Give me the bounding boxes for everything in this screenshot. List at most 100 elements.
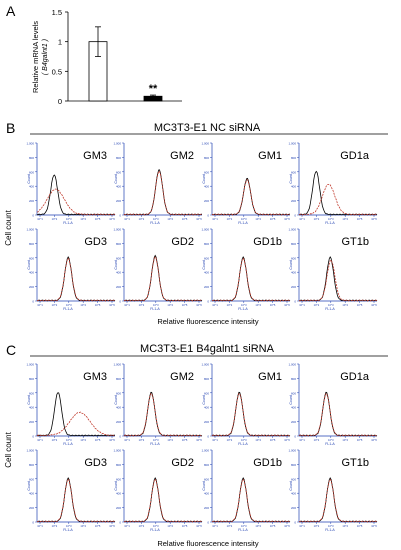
histogram-gd2: 1,000 800 600 400 200 0 Count 10^1 10^2 10^3 10^4 1… (113, 449, 202, 533)
sample-trace (36, 411, 115, 437)
histogram-y-tick-label: 1,000 (288, 228, 296, 232)
sample-trace (123, 393, 203, 437)
histogram-x-tick-label: 10^3 (241, 524, 247, 528)
panel-a-ylabel: Relative mRNA levels (31, 21, 40, 93)
histogram-x-tick-label: 10^2 (227, 438, 233, 442)
histogram-y-tick-label: 600 (116, 256, 121, 260)
control-trace (298, 256, 378, 302)
histogram-y-tick-label: 0 (32, 214, 34, 218)
histogram-y-tick-label: 1,000 (201, 142, 209, 146)
panel-c-grid: 1,000 800 600 400 200 0 Count 10^1 10^2 10^3 10^4 1… (26, 363, 377, 533)
histogram-y-tick-label: 200 (116, 199, 121, 203)
panel-b-histograms: B MC3T3-E1 NC siRNA Cell count Relative … (4, 120, 388, 326)
histogram-y-tick-label: 0 (207, 300, 209, 304)
histogram-x-tick-label: 10^5 (182, 438, 188, 442)
histogram-y-tick-label: 800 (29, 242, 34, 246)
histogram-x-tick-label: 10^2 (139, 524, 145, 528)
control-trace (298, 170, 378, 216)
histogram-y-tick-label: 800 (116, 463, 121, 467)
histogram-x-tick-label: 10^5 (95, 438, 101, 442)
histogram-y-tick-label: 400 (291, 271, 296, 275)
histogram-fl1-label: FL1-A (238, 442, 248, 446)
histogram-x-tick-label: 10^3 (66, 438, 72, 442)
histogram-label: GD2 (171, 236, 194, 248)
histogram-x-tick-label: 10^1 (37, 438, 43, 442)
control-trace (211, 256, 291, 302)
histogram-fl1-label: FL1-A (63, 442, 73, 446)
histogram-y-tick-label: 0 (119, 300, 121, 304)
sample-trace (211, 393, 291, 437)
histogram-count-label: Count (289, 481, 293, 490)
panel-b-letter: B (6, 120, 15, 136)
histogram-fl1-label: FL1-A (150, 221, 160, 225)
histogram-y-tick-label: 600 (29, 477, 34, 481)
histogram-x-tick-label: 10^3 (328, 217, 334, 221)
control-trace (123, 391, 203, 437)
histogram-x-tick-label: 10^2 (314, 217, 320, 221)
sample-trace (298, 478, 378, 523)
histogram-count-label: Count (27, 481, 31, 490)
histogram-x-tick-label: 10^6 (284, 303, 290, 307)
y-tick-label: 0 (58, 97, 62, 106)
histogram-x-tick-label: 10^3 (153, 303, 159, 307)
histogram-x-tick-label: 10^4 (255, 303, 261, 307)
histogram-y-tick-label: 200 (116, 420, 121, 424)
histogram-gm2: 1,000 800 600 400 200 0 Count 10^1 10^2 10^3 10^4 1… (113, 363, 202, 447)
histogram-label: GD2 (171, 457, 194, 469)
histogram-label: GT1b (341, 236, 369, 248)
histogram-x-tick-label: 10^5 (357, 303, 363, 307)
histogram-y-tick-label: 1,000 (201, 228, 209, 232)
histogram-gd2: 1,000 800 600 400 200 0 Count 10^1 10^2 10^3 10^4 1… (113, 228, 202, 312)
histogram-count-label: Count (27, 395, 31, 404)
histogram-y-tick-label: 800 (291, 463, 296, 467)
histogram-count-label: Count (289, 174, 293, 183)
histogram-fl1-label: FL1-A (238, 307, 248, 311)
histogram-count-label: Count (114, 174, 118, 183)
histogram-y-tick-label: 0 (119, 521, 121, 525)
histogram-x-tick-label: 10^4 (255, 438, 261, 442)
histogram-y-tick-label: 400 (291, 492, 296, 496)
sample-trace (211, 257, 291, 302)
histogram-x-tick-label: 10^2 (227, 217, 233, 221)
histogram-y-tick-label: 600 (116, 170, 121, 174)
histogram-label: GD1b (253, 457, 282, 469)
histogram-y-tick-label: 0 (207, 521, 209, 525)
sample-trace (123, 170, 203, 216)
histogram-y-tick-label: 0 (207, 214, 209, 218)
histogram-x-tick-label: 10^4 (80, 438, 86, 442)
histogram-x-tick-label: 10^5 (95, 524, 101, 528)
control-trace (36, 174, 116, 216)
histogram-count-label: Count (27, 174, 31, 183)
histogram-label: GD3 (84, 236, 107, 248)
histogram-y-tick-label: 200 (116, 285, 121, 289)
histogram-x-tick-label: 10^5 (270, 303, 276, 307)
histogram-x-tick-label: 10^1 (212, 217, 218, 221)
histogram-y-tick-label: 600 (116, 477, 121, 481)
histogram-x-tick-label: 10^6 (109, 524, 115, 528)
histogram-y-tick-label: 400 (116, 271, 121, 275)
histogram-x-tick-label: 10^2 (52, 217, 58, 221)
histogram-y-tick-label: 1,000 (201, 449, 209, 453)
histogram-x-tick-label: 10^5 (270, 217, 276, 221)
sample-trace (36, 478, 116, 523)
histogram-x-tick-label: 10^1 (299, 303, 305, 307)
histogram-x-tick-label: 10^6 (371, 217, 377, 221)
histogram-x-tick-label: 10^3 (241, 438, 247, 442)
histogram-count-label: Count (289, 260, 293, 269)
histogram-y-tick-label: 800 (116, 242, 121, 246)
control-trace (211, 391, 291, 437)
histogram-x-tick-label: 10^2 (139, 303, 145, 307)
histogram-x-tick-label: 10^6 (196, 303, 202, 307)
histogram-gd1a: 1,000 800 600 400 200 0 Count 10^1 10^2 10^3 10^4 1… (288, 142, 377, 226)
histogram-y-tick-label: 0 (32, 521, 34, 525)
histogram-y-tick-label: 200 (29, 285, 34, 289)
histogram-x-tick-label: 10^6 (196, 438, 202, 442)
histogram-x-tick-label: 10^4 (167, 303, 173, 307)
histogram-y-tick-label: 200 (204, 285, 209, 289)
histogram-fl1-label: FL1-A (150, 442, 160, 446)
histogram-y-tick-label: 600 (291, 477, 296, 481)
histogram-y-tick-label: 1,000 (113, 228, 121, 232)
sample-trace (37, 188, 116, 216)
histogram-y-tick-label: 1,000 (26, 363, 34, 367)
